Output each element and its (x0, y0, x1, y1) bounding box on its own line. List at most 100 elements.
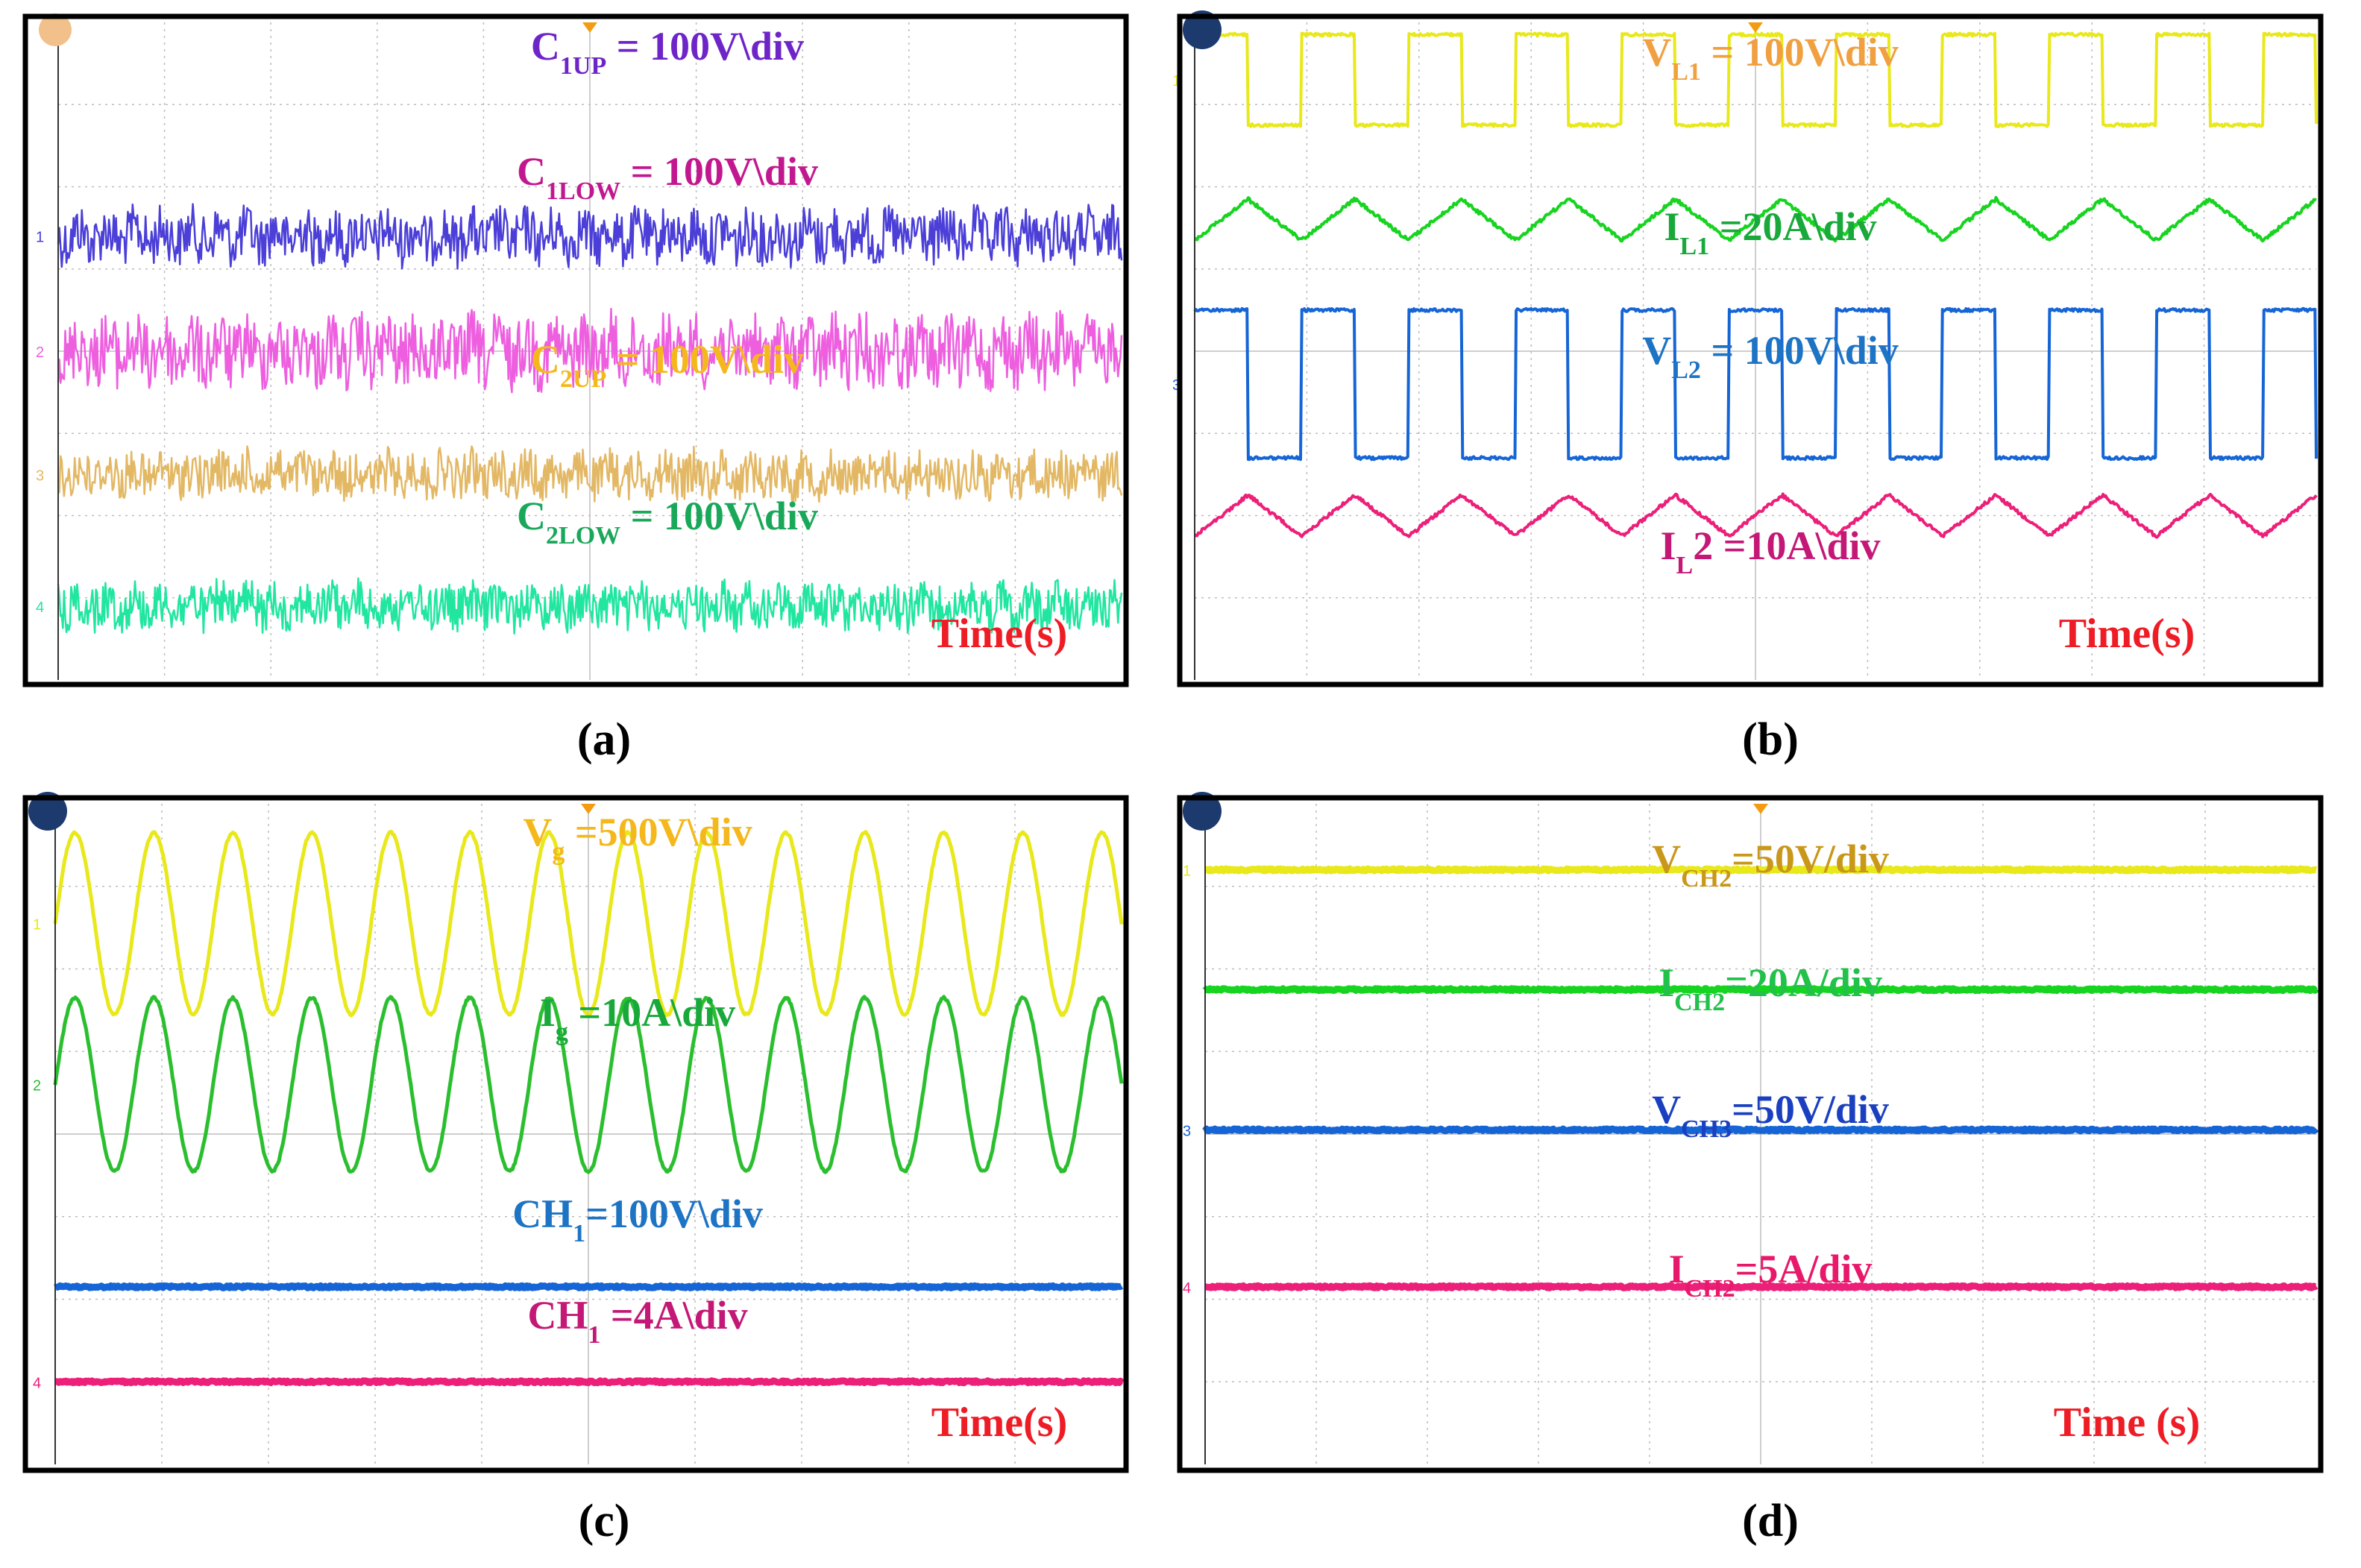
series-label-main: V (523, 810, 552, 854)
series-label: C1LOW = 100V\div (517, 149, 818, 205)
trace-c1low (57, 307, 1123, 394)
channel-marker: 3 (1172, 377, 1180, 394)
x-axis-label: Time(s) (2059, 611, 2195, 657)
x-axis-label: Time (s) (2054, 1399, 2201, 1446)
panel-caption: (d) (1742, 1496, 1799, 1546)
series-label-sub: 1 (588, 1321, 600, 1349)
series-label: VL2 = 100V\div (1642, 328, 1899, 384)
series-label-rest: = 100V\div (620, 149, 818, 194)
series-label-main: V (1652, 1087, 1681, 1132)
channel-marker: 3 (36, 467, 44, 484)
series-label-rest: =20A\div (1709, 204, 1876, 249)
trace-vl2 (1193, 306, 2318, 462)
series-label: CH1 =4A\div (527, 1293, 747, 1349)
series-label-rest: =5A/div (1735, 1247, 1873, 1291)
series-label-sub: CH3 (1681, 1115, 1732, 1143)
series-label: C2UP = 100V\div (531, 337, 804, 393)
series-label-sub: 1 (573, 1220, 585, 1247)
trigger-marker-icon (1748, 22, 1763, 33)
series-label-main: C (517, 494, 546, 538)
series-label-sub: 2UP (560, 365, 606, 393)
status-badge-icon (39, 13, 72, 46)
panel-caption: (b) (1742, 714, 1799, 765)
trace-il2 (1193, 492, 2318, 539)
trigger-marker-icon (581, 804, 596, 814)
series-label: IL1 =20A\div (1664, 204, 1876, 260)
series-label: VL1 = 100V\div (1642, 30, 1899, 86)
series-label: ICH2=5A/div (1669, 1247, 1873, 1303)
channel-marker: 1 (1183, 863, 1191, 880)
series-label: VCH2=50V/div (1652, 837, 1889, 892)
series-label: IL2 =10A\div (1660, 523, 1880, 579)
series-label-main: C (531, 337, 560, 382)
series-label-main: V (1642, 30, 1671, 75)
series-label-rest: 2 =10A\div (1693, 523, 1880, 568)
channel-marker: 1 (33, 917, 41, 933)
series-label-sub: 1UP (560, 52, 606, 80)
trace-vch2 (1203, 865, 2318, 875)
series-label-sub: 1LOW (546, 177, 620, 205)
x-axis-label: Time(s) (931, 611, 1068, 657)
series-label-main: I (1659, 960, 1674, 1005)
series-label-main: C (517, 149, 546, 194)
series-label-main: CH (512, 1191, 573, 1236)
trigger-marker-icon (1753, 804, 1768, 814)
series-label-rest: = 100V\div (606, 24, 804, 69)
series-label-rest: = 100V\div (1701, 30, 1899, 75)
trace-c1up (57, 203, 1123, 270)
series-label-rest: =4A\div (600, 1293, 747, 1338)
series-label-sub: L1 (1680, 233, 1710, 260)
series-label-sub: g (556, 1018, 568, 1046)
series-label-sub: CH2 (1674, 989, 1725, 1016)
trace-ch1-current (53, 1377, 1125, 1387)
trace-c2low (57, 577, 1123, 635)
trace-ich2-5a (1203, 1282, 2318, 1291)
series-label-main: V (1652, 837, 1681, 881)
panel-frame (1177, 13, 2324, 687)
series-label-main: I (540, 990, 556, 1035)
panel-caption: (c) (579, 1496, 630, 1546)
channel-marker: 1 (36, 230, 44, 246)
trace-vch3 (1202, 1125, 2319, 1135)
grid (55, 804, 1122, 1464)
series-label-sub: 2LOW (546, 522, 620, 550)
series-label-sub: CH2 (1681, 865, 1732, 892)
series-label-sub: g (552, 838, 565, 866)
series-label-rest: =50V/div (1732, 837, 1889, 881)
series-label: ICH2=20A/div (1659, 960, 1882, 1016)
series-label-main: I (1664, 204, 1679, 249)
series-label-rest: =500V\div (565, 810, 752, 854)
trace-vg (53, 829, 1124, 1018)
channel-marker: 4 (33, 1375, 41, 1391)
series-label: CH1=100V\div (512, 1191, 763, 1247)
panel-caption: (a) (577, 714, 631, 765)
series-label: VCH3=50V/div (1652, 1087, 1889, 1143)
trace-c2up (57, 445, 1123, 503)
series-label-rest: =100V\div (585, 1191, 763, 1236)
series-label: Vg =500V\div (523, 810, 752, 866)
panel-frame (1177, 795, 2324, 1473)
series-label-main: I (1669, 1247, 1685, 1291)
series-label: C2LOW = 100V\div (517, 494, 818, 550)
channel-marker: 2 (33, 1078, 41, 1095)
series-label-main: V (1642, 328, 1671, 373)
channel-marker: 4 (1183, 1280, 1191, 1297)
trace-ig (53, 995, 1124, 1174)
panel-frame (22, 13, 1129, 687)
channel-marker: 3 (1183, 1123, 1191, 1139)
series-label-main: I (1660, 523, 1676, 568)
series-label-rest: =10A\div (568, 990, 735, 1035)
series-label-sub: L1 (1671, 58, 1701, 86)
series-label-rest: = 100V\div (606, 337, 804, 382)
series-label-rest: = 100V\div (1701, 328, 1899, 373)
series-label-rest: =20A/div (1725, 960, 1882, 1005)
trace-vl1 (1194, 31, 2318, 128)
trigger-marker-icon (582, 22, 597, 33)
status-badge-icon (28, 792, 67, 831)
series-label-main: C (531, 24, 560, 69)
series-label-sub: L (1676, 552, 1694, 579)
